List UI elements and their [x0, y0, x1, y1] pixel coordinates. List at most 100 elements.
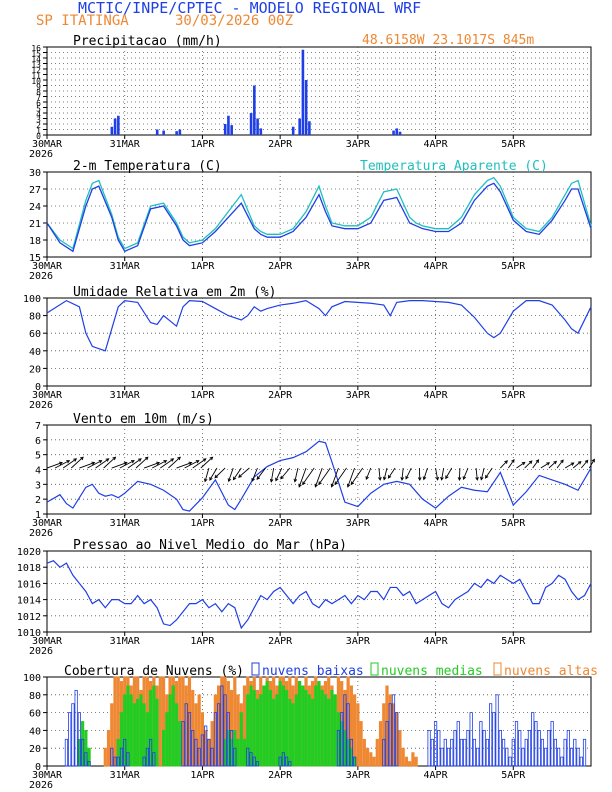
x-tick-label: 31MAR — [110, 261, 141, 272]
wind-arrow — [184, 460, 200, 469]
cloud-low-bar — [560, 756, 564, 767]
wind-arrow-head — [560, 459, 564, 464]
cloud-low-bar — [540, 738, 545, 767]
x-tick-label: 3APR — [346, 518, 371, 529]
x-tick-label: 3APR — [346, 770, 371, 781]
y-tick-label: 30 — [29, 168, 41, 179]
cloud-high-bar — [365, 747, 370, 767]
cloud-low-bar — [501, 738, 506, 767]
cloud-mid-bar — [310, 698, 315, 767]
y-tick-label: 3 — [36, 116, 41, 125]
panel-title: 2-m Temperatura (C) — [73, 159, 222, 174]
x-tick-label: 30MAR — [32, 261, 63, 272]
x-tick-label: 4APR — [424, 139, 449, 150]
wind-arrow — [516, 462, 526, 469]
y-tick-label: 40 — [29, 347, 41, 358]
precip-bar — [304, 80, 308, 135]
cloud-low-bar — [573, 738, 577, 767]
x-tick-label: 5APR — [501, 261, 526, 272]
cloud-low-bar — [579, 756, 583, 767]
cloud-high-bar — [378, 721, 383, 767]
y-tick-label: 5 — [36, 105, 41, 114]
cloud-low-bar — [511, 738, 515, 767]
wind-arrow — [294, 467, 299, 482]
cloud-low-bar — [126, 752, 130, 767]
panel-title: Precipitacao (mm/h) — [73, 34, 222, 49]
cloud-low-bar — [200, 734, 205, 767]
cloud-mid-bar — [333, 694, 337, 767]
x-year-label: 2026 — [29, 400, 53, 411]
x-tick-label: 2APR — [268, 261, 293, 272]
precip-bar — [259, 128, 263, 135]
wind-arrow-head — [577, 460, 582, 465]
wind-arrow-head — [382, 476, 387, 481]
wind-arrow — [200, 456, 213, 469]
y-tick-label: 6 — [36, 99, 41, 108]
wind-arrow — [127, 458, 142, 469]
wind-arrow — [135, 456, 149, 469]
x-tick-label: 2APR — [268, 390, 293, 401]
temp-aparente-line — [46, 176, 592, 250]
wind-arrow-head — [232, 476, 237, 481]
wind-arrow-head — [591, 458, 595, 463]
x-year-label: 2026 — [29, 780, 53, 791]
header-run: 30/03/2026 00Z — [175, 13, 293, 29]
cloud-high-bar — [356, 703, 360, 767]
wind-arrow — [79, 462, 95, 469]
wind-arrow-head — [203, 478, 208, 483]
wind-arrow — [280, 467, 291, 480]
cloud-low-bar — [229, 730, 234, 767]
wind-arrow-head — [156, 461, 161, 466]
wind-arrow-head — [59, 461, 63, 466]
y-tick-label: 2 — [35, 495, 41, 506]
cloud-low-bar — [531, 712, 535, 767]
panel-title: Vento em 10m (m/s) — [73, 412, 214, 427]
cloud-low-bar — [197, 747, 201, 767]
cloud-low-bar — [518, 730, 522, 767]
wind-arrow — [423, 467, 428, 480]
cloud-low-bar — [340, 712, 344, 767]
cloud-low-bar — [544, 747, 548, 767]
x-tick-label: 31MAR — [110, 139, 141, 150]
cloud-low-bar — [68, 712, 72, 767]
cloud-low-bar — [521, 747, 525, 767]
cloud-low-bar — [459, 738, 464, 767]
cloud-low-swatch — [251, 662, 260, 676]
y-tick-label: 9 — [36, 83, 41, 92]
cloud-low-bar — [534, 721, 538, 767]
cloud-high-bar — [369, 752, 373, 767]
cloud-low-bar — [391, 694, 396, 767]
cloud-low-bar — [281, 752, 285, 767]
y-tick-label: 60 — [29, 329, 41, 340]
cloud-mid-bar — [307, 694, 311, 767]
wind-arrow — [572, 461, 582, 469]
wind-arrow-head — [177, 456, 181, 461]
wind-arrow-head — [511, 458, 515, 463]
temp-aparente-legend: Temperatura Aparente (C) — [360, 159, 548, 174]
y-tick-label: 18 — [29, 236, 41, 247]
cloud-mid-bar — [168, 694, 172, 767]
cloud-low-bar — [84, 752, 88, 767]
cloud-high-bar — [372, 756, 376, 767]
cloud-low-bar — [285, 756, 289, 767]
cloud-low-bar — [466, 730, 470, 767]
cloud-low-bar — [440, 747, 444, 767]
cloud-high-bar — [158, 676, 162, 767]
cloud-low-bar — [142, 756, 146, 767]
cloud-low-bar — [343, 694, 347, 767]
header-location: SP ITATINGA — [36, 13, 129, 29]
wind-arrow — [251, 467, 258, 482]
wind-arrow-head — [475, 477, 479, 481]
x-tick-label: 1APR — [190, 636, 215, 647]
cloud-mid-bar — [236, 738, 240, 767]
x-tick-label: 30MAR — [32, 390, 63, 401]
wind-arrow-head — [350, 481, 355, 486]
cloud-legend-title: Cobertura de Nuvens (%) — [64, 664, 244, 679]
cloud-low-bar — [566, 730, 570, 767]
y-tick-label: 100 — [23, 673, 41, 684]
cloud-low-bar — [181, 721, 185, 767]
cloud-mid-bar — [268, 689, 273, 767]
cloud-low-bar — [217, 703, 221, 767]
cloud-low-bar — [116, 756, 120, 767]
cloud-low-bar — [537, 730, 541, 767]
